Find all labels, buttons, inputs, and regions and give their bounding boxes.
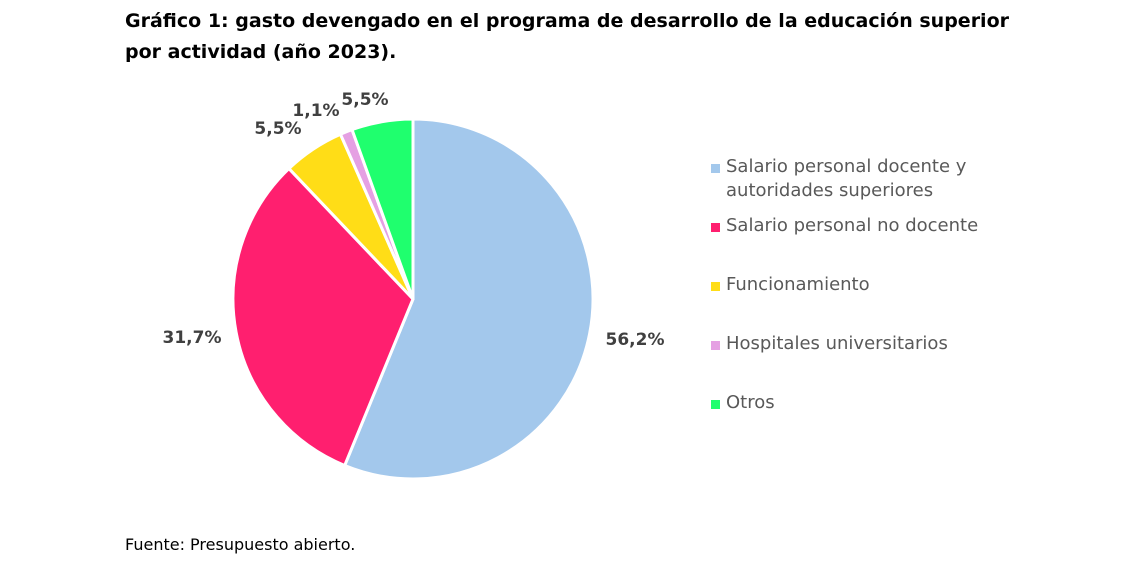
data-label-docente: 56,2% (606, 330, 665, 350)
legend-label-docente: Salario personal docente y autoridades s… (726, 156, 967, 201)
legend-label-hospitales: Hospitales universitarios (726, 333, 948, 354)
pie-slice-otros (350, 117, 415, 301)
pie-slice-docente (343, 117, 595, 481)
legend-label-otros: Otros (726, 392, 775, 413)
legend-swatch-no-docente (711, 223, 720, 232)
legend-label-funcionamiento: Funcionamiento (726, 274, 870, 295)
legend-item-otros: Otros (711, 391, 1011, 415)
legend-swatch-funcionamiento (711, 282, 720, 291)
data-label-hospitales: 1,1% (292, 101, 339, 121)
legend-swatch-otros (711, 400, 720, 409)
pie-slice-no-docente (231, 167, 415, 468)
legend-swatch-hospitales (711, 341, 720, 350)
legend-item-docente: Salario personal docente y autoridades s… (711, 155, 1011, 203)
legend-item-no-docente: Salario personal no docente (711, 214, 1011, 238)
pie-slices (231, 117, 595, 481)
legend-swatch-docente (711, 164, 720, 173)
legend-label-no-docente: Salario personal no docente (726, 215, 979, 236)
chart-source: Fuente: Presupuesto abierto. (125, 535, 356, 554)
data-label-no-docente: 31,7% (163, 328, 222, 348)
data-label-otros: 5,5% (341, 90, 388, 110)
pie-data-labels: 56,2% 31,7% 5,5%1,1%5,5% (163, 90, 665, 350)
legend-item-funcionamiento: Funcionamiento (711, 273, 1011, 297)
data-label-funcionamiento: 5,5% (254, 119, 301, 139)
legend-item-hospitales: Hospitales universitarios (711, 332, 1011, 356)
chart-title: Gráfico 1: gasto devengado en el program… (125, 10, 1009, 63)
